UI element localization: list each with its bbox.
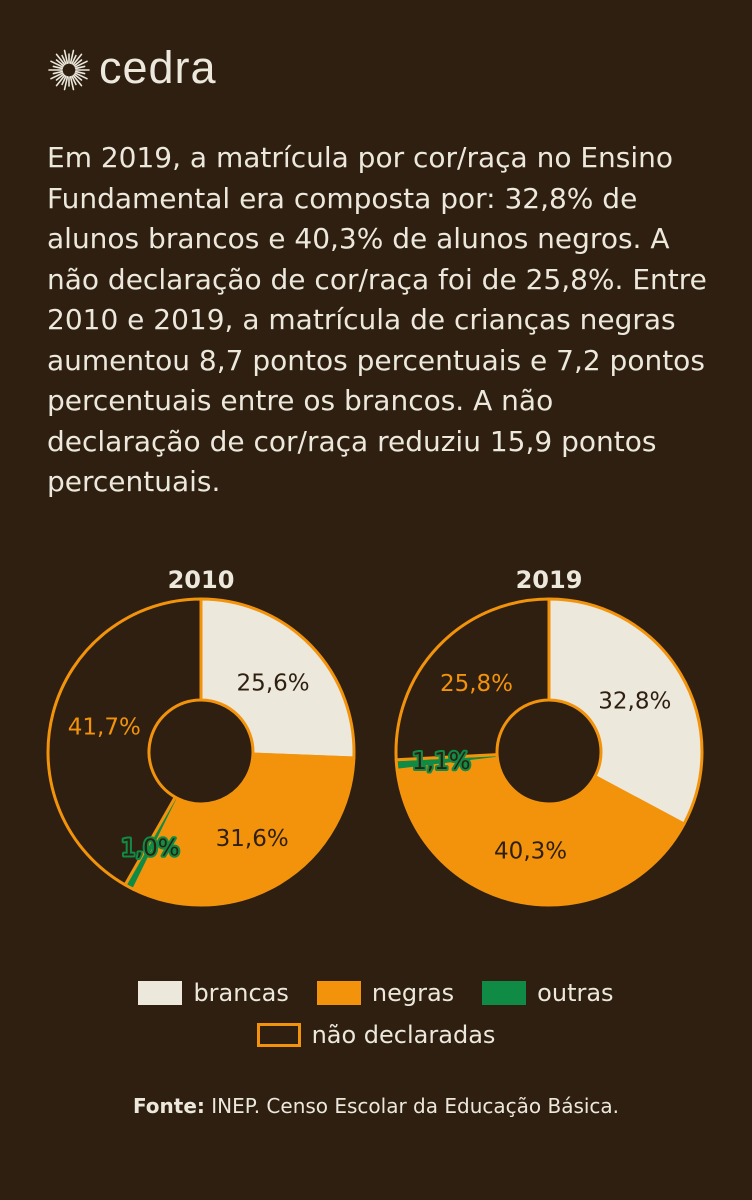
sunburst-ray (74, 60, 88, 68)
slice-label-2010-brancas: 25,6% (237, 671, 310, 697)
slice-2019-brancas (547, 597, 704, 826)
sunburst-ray (63, 76, 69, 91)
sunburst-ray (55, 73, 65, 81)
donut-charts: 2010 25,6% 31,6% 1,0% 41,7% 2019 32,8% 40,3% 1,1… (46, 566, 704, 907)
slice-2010-nao-declaradas (46, 597, 203, 887)
legend-item-nao-declaradas: não declaradas (256, 1021, 496, 1049)
source-text: INEP. Censo Escolar da Educação Básica. (204, 1094, 620, 1118)
sunburst-ray (50, 60, 64, 68)
slice-label-2019-negras: 40,3% (494, 838, 567, 864)
sunburst-ray (74, 72, 88, 80)
sunburst-ray (55, 59, 65, 67)
chart-title-2010: 2010 (168, 566, 235, 594)
legend-label-nao-declaradas: não declaradas (311, 1021, 496, 1049)
source-prefix: Fonte: (132, 1094, 205, 1118)
sunburst-ray (73, 73, 83, 81)
legend-swatch-outras (482, 981, 527, 1005)
legend-row-2: não declaradas (0, 1014, 752, 1056)
sunburst-ray (71, 75, 77, 86)
legend-label-brancas: brancas (193, 979, 289, 1007)
slice-label-2010-nao-declaradas: 41,7% (68, 714, 141, 740)
sunburst-ray (55, 74, 66, 87)
slice-label-2019-outras: 1,1% (412, 749, 470, 775)
sunburst-ray (52, 65, 63, 70)
sunburst-ray (72, 74, 83, 87)
brand-logo: cedra (47, 42, 217, 98)
sunburst-ray (75, 70, 86, 75)
legend-swatch-nao-declaradas (256, 1023, 301, 1047)
sunburst-ray (75, 65, 86, 70)
sunburst-ray (61, 75, 67, 86)
slice-2010-negras (132, 752, 356, 907)
chart-legend: brancas negras outras não declaradas (0, 972, 752, 1056)
slice-2019-nao-declaradas (394, 597, 551, 762)
sunburst-ray (55, 53, 66, 66)
intro-paragraph: Em 2019, a matrícula por cor/raça no Ens… (47, 141, 707, 498)
sunburst-ray (50, 72, 64, 80)
slice-label-2019-brancas: 32,8% (598, 689, 671, 715)
legend-label-outras: outras (537, 979, 614, 1007)
sunburst-ray (73, 59, 83, 67)
slice-label-2019-nao-declaradas: 25,8% (440, 671, 513, 697)
legend-row-1: brancas negras outras (0, 972, 752, 1014)
slice-2019-negras (395, 756, 686, 907)
sunburst-icon (48, 49, 90, 91)
legend-item-outras: outras (482, 979, 614, 1007)
sunburst-ray (71, 54, 77, 65)
brand-wordmark: cedra (99, 41, 217, 93)
chart-title-2019: 2019 (516, 566, 583, 594)
sunburst-ray (61, 54, 67, 65)
sunburst-ray (63, 49, 69, 64)
legend-label-negras: negras (371, 979, 455, 1007)
sunburst-ray (72, 53, 83, 66)
legend-swatch-brancas (138, 981, 183, 1005)
slice-2010-brancas (199, 597, 356, 760)
sunburst-ray (52, 70, 63, 75)
legend-item-brancas: brancas (138, 979, 289, 1007)
sunburst-ray (69, 76, 75, 91)
legend-item-negras: negras (316, 979, 455, 1007)
slice-label-2010-outras: 1,0% (121, 835, 179, 861)
legend-swatch-negras (316, 981, 361, 1005)
sunburst-ray (69, 49, 75, 64)
source-note: Fonte: INEP. Censo Escolar da Educação B… (0, 1094, 752, 1118)
slice-label-2010-negras: 31,6% (216, 826, 289, 852)
